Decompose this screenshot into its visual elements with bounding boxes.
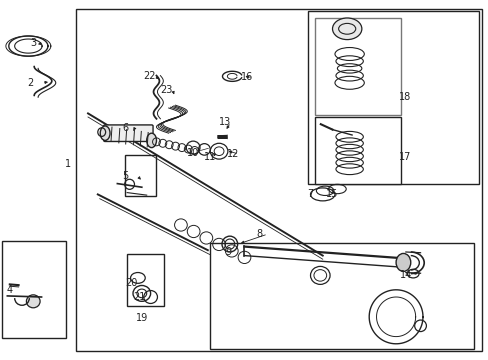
Text: 19: 19	[135, 312, 148, 323]
Bar	[210, 243, 473, 349]
Text: 8: 8	[256, 229, 262, 239]
Text: 9: 9	[225, 247, 231, 257]
Text: 11: 11	[203, 152, 216, 162]
Bar	[76, 9, 481, 351]
Bar	[315, 18, 400, 115]
Bar	[315, 117, 400, 184]
Ellipse shape	[100, 126, 110, 140]
Text: 1: 1	[65, 159, 71, 169]
Text: 20: 20	[124, 278, 137, 288]
Bar	[127, 254, 163, 306]
Text: 18: 18	[398, 92, 410, 102]
FancyBboxPatch shape	[103, 125, 153, 141]
Text: 17: 17	[398, 152, 410, 162]
Text: 16: 16	[240, 72, 253, 82]
Text: 2: 2	[28, 78, 34, 88]
Bar	[2, 241, 66, 338]
Ellipse shape	[26, 295, 40, 308]
Text: 12: 12	[226, 149, 239, 159]
Text: 14: 14	[399, 270, 411, 280]
Text: 5: 5	[122, 171, 128, 181]
Text: 4: 4	[7, 285, 13, 295]
Text: 10: 10	[186, 148, 199, 158]
Text: 15: 15	[325, 189, 338, 199]
Text: 13: 13	[218, 117, 231, 127]
Bar	[124, 155, 156, 196]
Ellipse shape	[146, 133, 156, 148]
Text: 21: 21	[133, 292, 145, 302]
Ellipse shape	[395, 253, 410, 271]
Text: 6: 6	[122, 123, 128, 133]
Bar	[307, 11, 478, 184]
Text: 23: 23	[160, 85, 172, 95]
Text: 22: 22	[143, 71, 156, 81]
Text: 3: 3	[30, 38, 36, 48]
Text: 7: 7	[307, 189, 313, 199]
Ellipse shape	[332, 18, 361, 40]
